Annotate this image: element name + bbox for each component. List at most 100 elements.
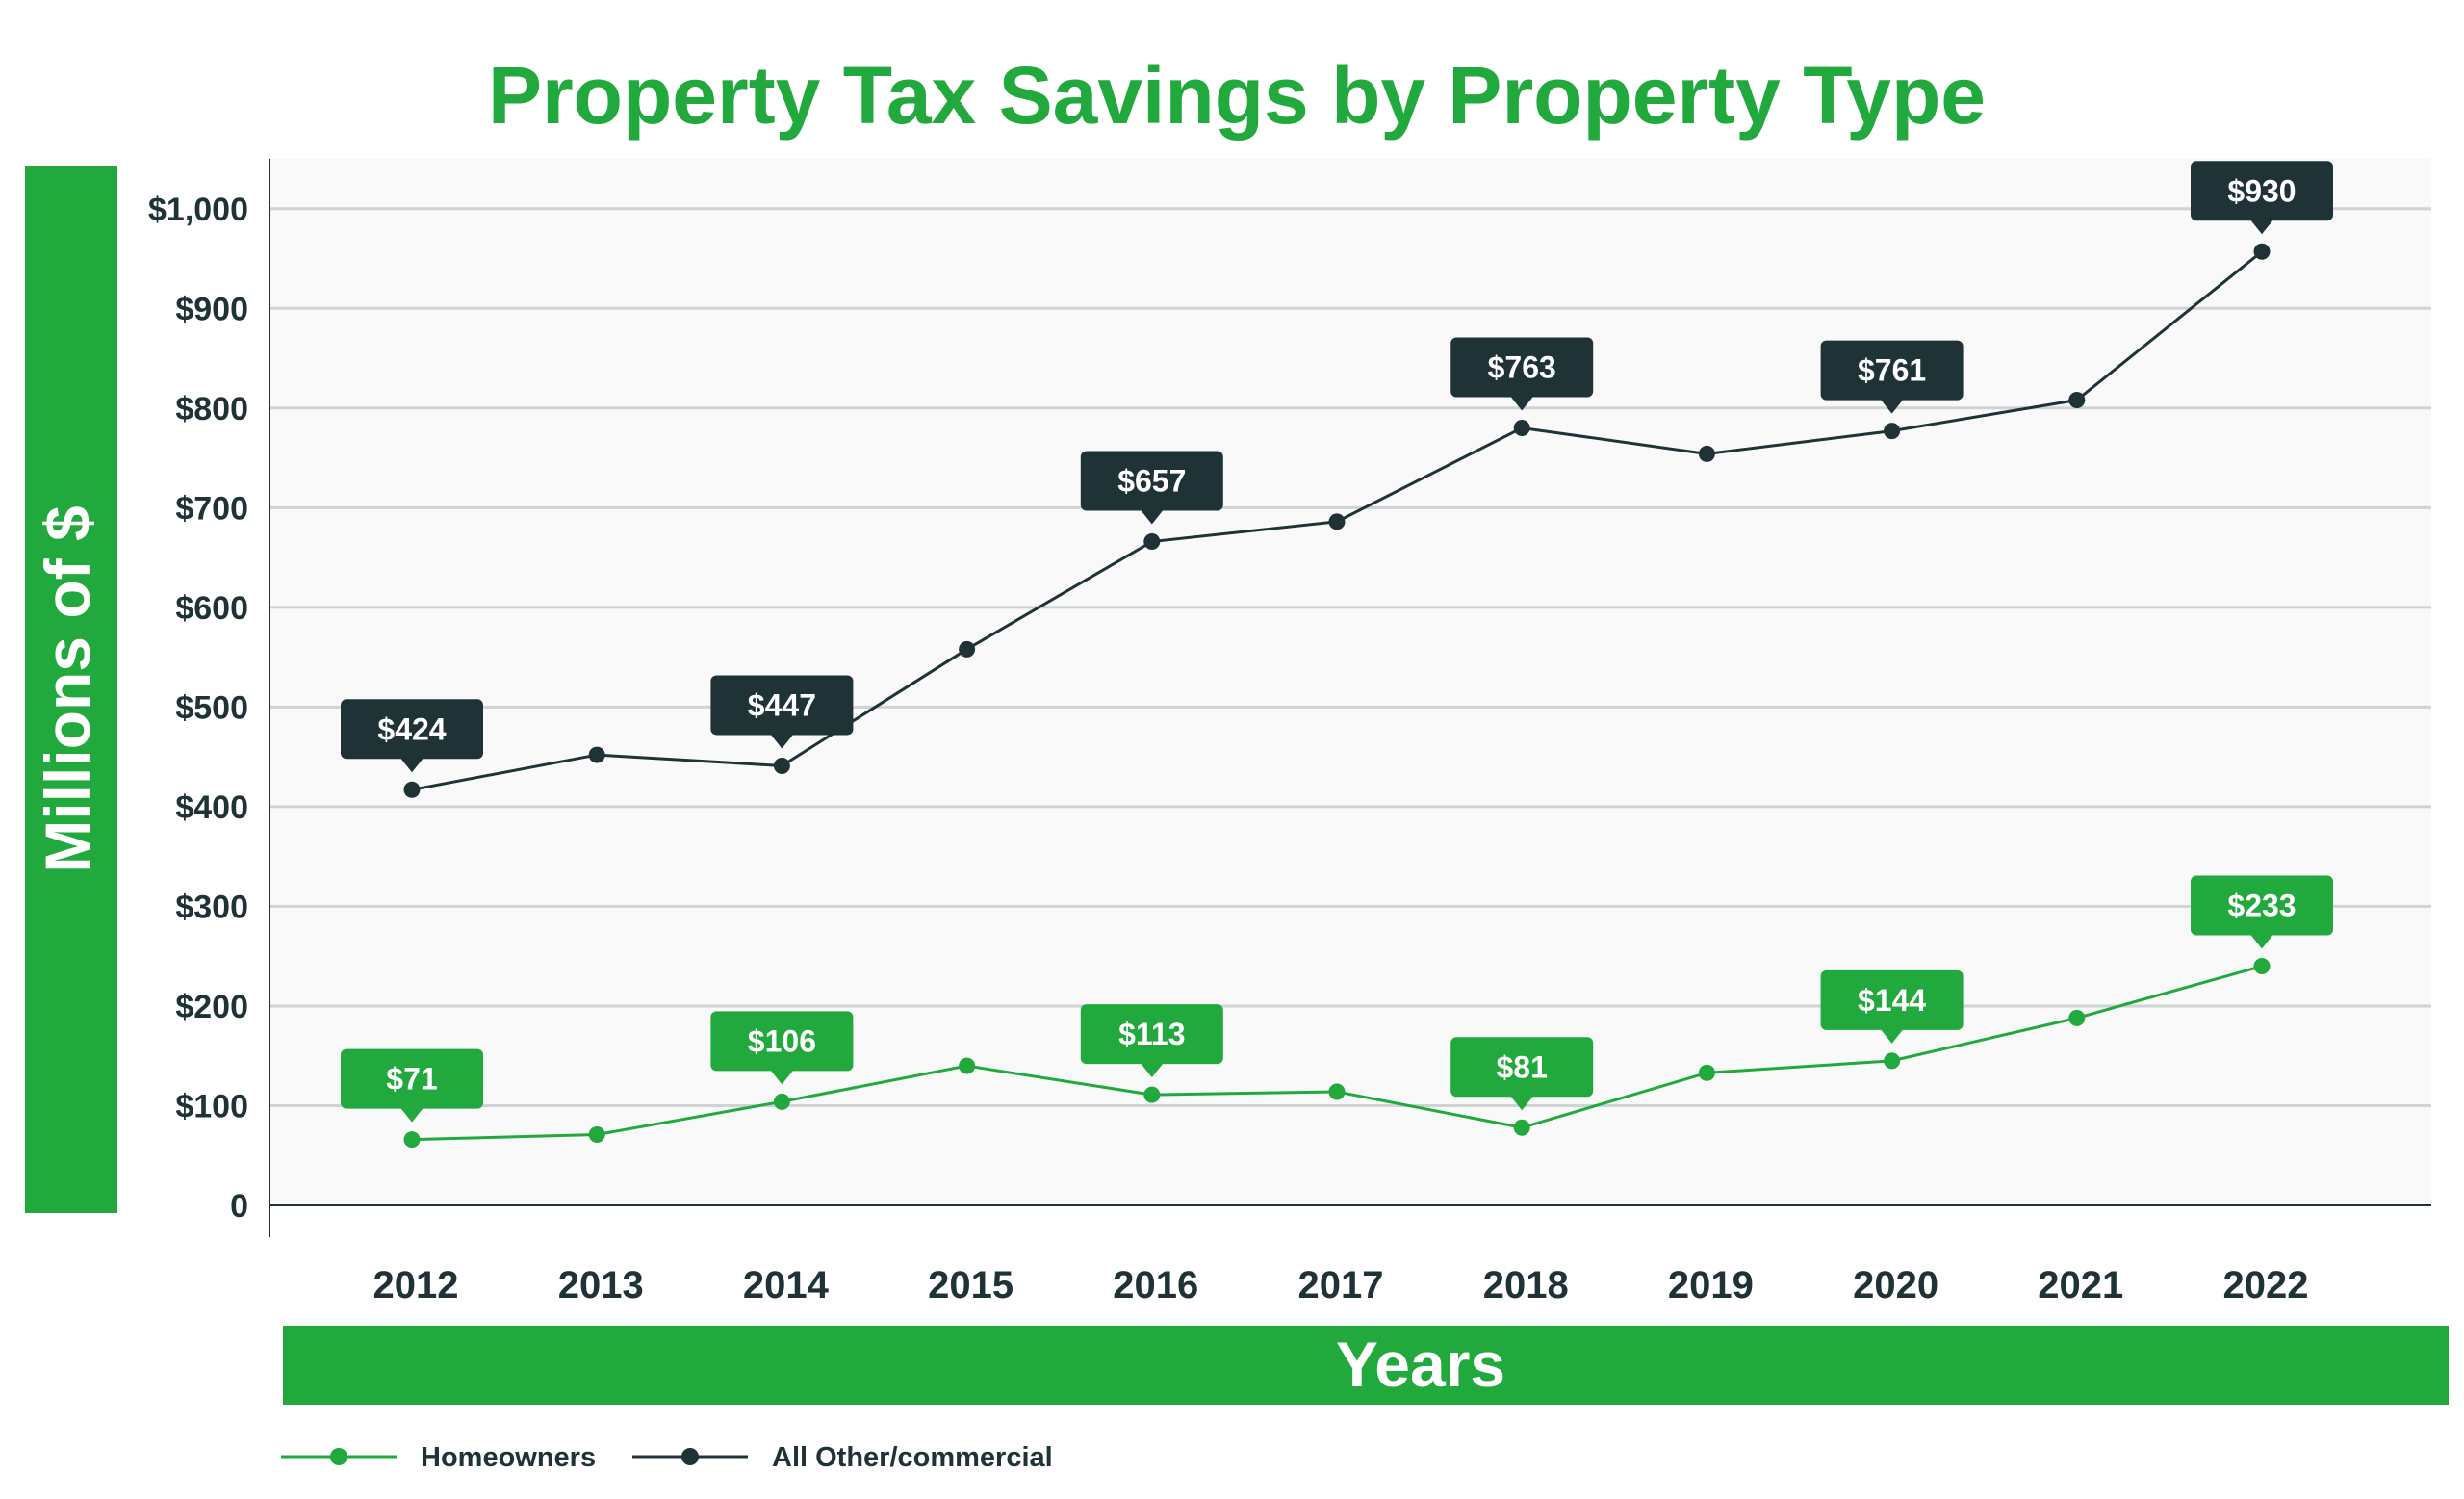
y-tick-label: $600	[175, 590, 248, 627]
x-axis-title-banner	[283, 1326, 2449, 1405]
x-axis-ticks: 2012 2013 2014 2015 2016 2017 2018 2019 2020 2021…	[373, 1264, 2309, 1306]
data-label: $930	[2191, 161, 2333, 235]
data-label-text: $81	[1497, 1049, 1548, 1084]
series-layer	[403, 243, 2271, 1149]
data-point	[2253, 243, 2271, 260]
data-label-text: $113	[1118, 1017, 1185, 1051]
data-label: $233	[2191, 875, 2333, 949]
y-tick-label: $300	[175, 889, 248, 925]
x-tick-label: 2014	[743, 1264, 830, 1306]
data-label: $761	[1820, 340, 1964, 414]
x-tick-label: 2021	[2038, 1264, 2123, 1306]
data-label: $71	[341, 1048, 483, 1123]
data-label-box	[1450, 337, 1594, 398]
x-tick-label: 2019	[1668, 1264, 1754, 1306]
data-label-box	[1080, 451, 1223, 511]
data-point	[1884, 423, 1901, 440]
data-point	[1328, 1083, 1346, 1100]
data-label: $113	[1080, 1004, 1223, 1078]
data-label-pointer	[2250, 934, 2273, 949]
data-label-box	[710, 1011, 854, 1072]
data-point	[959, 640, 976, 658]
data-label: $447	[710, 675, 854, 749]
data-label-pointer	[1510, 1096, 1534, 1111]
x-tick-label: 2013	[558, 1264, 644, 1306]
data-label-pointer	[1510, 396, 1534, 411]
data-point	[1143, 533, 1161, 551]
legend-marker	[330, 1448, 347, 1465]
x-tick-label: 2022	[2223, 1264, 2309, 1306]
x-tick-label: 2017	[1298, 1264, 1384, 1306]
data-label-pointer	[770, 734, 794, 749]
data-point	[1513, 420, 1530, 437]
data-point	[1513, 1119, 1530, 1136]
y-tick-label: $700	[175, 490, 248, 527]
data-label-pointer	[2250, 220, 2273, 235]
data-point	[403, 1131, 421, 1149]
legend-label: Homeowners	[421, 1442, 596, 1473]
y-axis-ticks: 0 $100 $200 $300 $400 $500 $600 $700 $800 $900 $1,…	[148, 192, 248, 1225]
data-point	[1143, 1086, 1161, 1103]
data-label-text: $233	[2227, 889, 2296, 923]
data-label-pointer	[1140, 509, 1164, 525]
data-label: $81	[1450, 1037, 1594, 1111]
legend-item: All Other/commercial	[632, 1442, 1053, 1473]
data-label-text: $657	[1117, 464, 1186, 499]
data-label-box	[2191, 875, 2333, 936]
x-tick-label: 2015	[928, 1264, 1014, 1306]
y-tick-label: $500	[175, 689, 248, 726]
data-point	[588, 1125, 605, 1143]
data-label-text: $424	[377, 711, 446, 746]
x-axis-title: Years	[1336, 1329, 1505, 1400]
x-tick-label: 2016	[1113, 1264, 1198, 1306]
data-label: $657	[1080, 451, 1223, 525]
data-label-text: $106	[748, 1023, 816, 1058]
y-tick-label: $800	[175, 391, 248, 427]
y-tick-label: $900	[175, 291, 248, 327]
data-label-text: $763	[1488, 350, 1556, 385]
data-point	[959, 1057, 976, 1074]
data-label-box	[1820, 969, 1964, 1030]
data-point	[2068, 392, 2086, 409]
y-tick-label: 0	[230, 1188, 248, 1225]
data-label: $424	[341, 699, 483, 773]
x-tick-label: 2020	[1853, 1264, 1938, 1306]
legend-marker	[681, 1448, 699, 1465]
data-label-box	[1080, 1004, 1223, 1065]
data-label-pointer	[1880, 399, 1904, 414]
data-label-text: $930	[2227, 173, 2296, 208]
y-tick-label: $100	[175, 1088, 248, 1124]
data-label-text: $71	[386, 1062, 437, 1097]
y-tick-label: $1,000	[148, 192, 248, 228]
data-label-box	[1820, 340, 1964, 401]
data-point	[1698, 1064, 1715, 1081]
data-label-layer: $71 $106 $113 $81 $144 $233 $424 $447 $657 $763 $7…	[341, 161, 2333, 1123]
data-label-text: $144	[1858, 983, 1926, 1018]
x-tick-label: 2018	[1483, 1264, 1569, 1306]
y-axis-title-banner	[25, 166, 117, 1213]
data-label: $106	[710, 1011, 854, 1085]
legend-label: All Other/commercial	[772, 1442, 1053, 1473]
data-point	[2068, 1009, 2086, 1026]
data-label-pointer	[400, 1107, 424, 1123]
data-point	[1698, 445, 1715, 462]
y-tick-label: $400	[175, 789, 248, 826]
data-label-pointer	[1880, 1028, 1904, 1044]
data-label-pointer	[1140, 1063, 1164, 1078]
data-label-pointer	[400, 758, 424, 773]
data-label: $763	[1450, 337, 1594, 411]
legend: Homeowners All Other/commercial	[281, 1442, 1053, 1473]
chart-title: Property Tax Savings by Property Type	[488, 50, 1986, 141]
legend-item: Homeowners	[281, 1442, 596, 1473]
data-point	[588, 746, 605, 763]
data-label-box	[710, 675, 854, 736]
data-point	[773, 1093, 790, 1110]
data-label-text: $447	[748, 687, 816, 722]
data-label: $144	[1820, 969, 1964, 1044]
x-tick-label: 2012	[373, 1264, 459, 1306]
y-tick-label: $200	[175, 989, 248, 1025]
data-label-text: $761	[1858, 353, 1926, 388]
y-axis-title: Millions of $	[32, 505, 103, 872]
data-point	[1884, 1052, 1901, 1070]
